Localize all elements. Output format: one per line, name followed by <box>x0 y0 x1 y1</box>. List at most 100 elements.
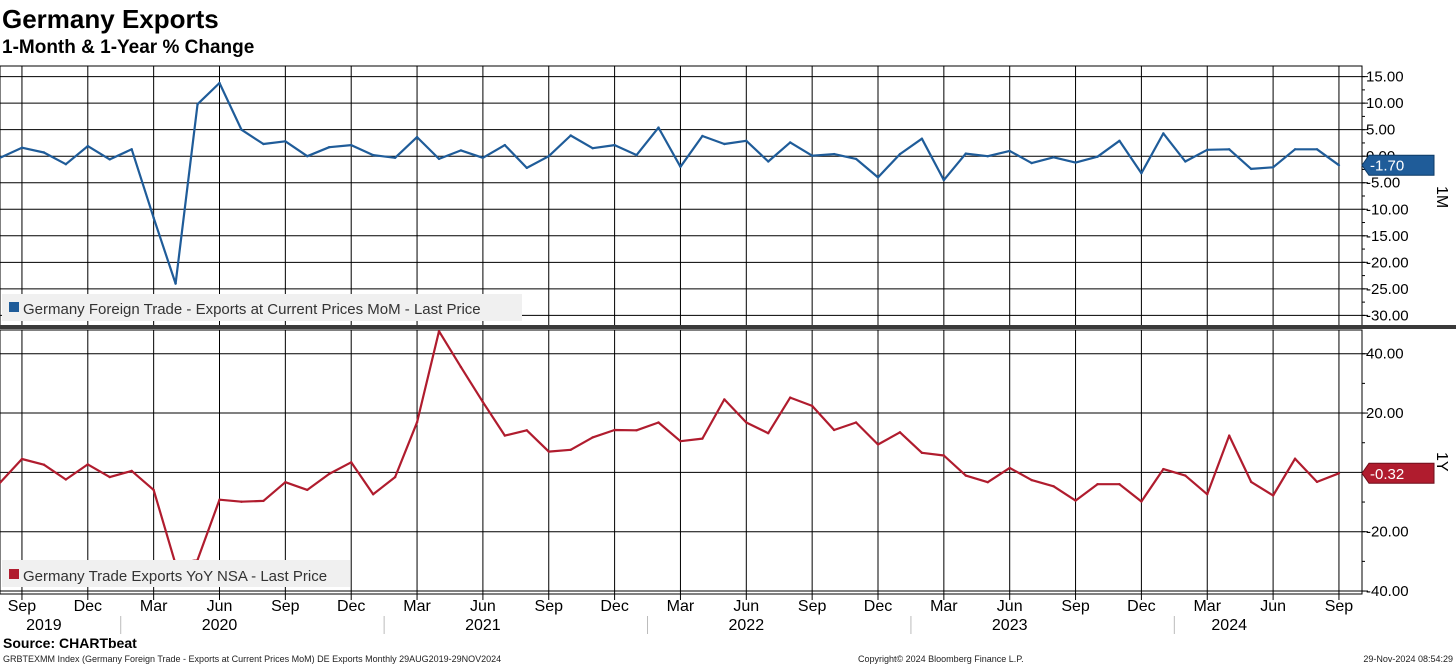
x-year-labels: 2019 2020 2021 2022 2023 2024 <box>26 617 1247 634</box>
data-point-1m <box>1074 161 1077 164</box>
panel-label-1y: 1Y <box>1433 452 1450 472</box>
data-point-1y <box>1096 483 1099 486</box>
data-point-1y <box>262 499 265 503</box>
index-info-text: GRBTEXMM Index (Germany Foreign Trade - … <box>3 654 501 664</box>
data-point-1y <box>371 493 375 496</box>
data-point-1m <box>832 152 836 156</box>
data-point-1y <box>415 421 419 424</box>
data-point-1y <box>723 398 726 401</box>
x-month-label: Sep <box>271 598 300 615</box>
data-point-1y <box>1184 474 1187 477</box>
data-point-1y <box>108 475 111 479</box>
data-point-1y <box>1293 457 1297 460</box>
x-year-label: 2021 <box>465 617 501 634</box>
data-point-1m <box>20 146 24 149</box>
data-point-1m <box>218 81 221 85</box>
data-point-1y <box>767 432 770 435</box>
series-line-1y <box>0 330 1340 566</box>
x-month-label: Jun <box>1260 598 1286 615</box>
data-point-1y <box>0 481 2 484</box>
data-point-1m <box>130 148 133 151</box>
data-point-1m <box>1293 148 1297 151</box>
data-point-1m <box>613 143 616 147</box>
y-tick-label: 10.00 <box>1366 95 1404 112</box>
data-point-1m <box>1315 148 1319 151</box>
bottom-vertical-gridlines <box>21 330 1340 594</box>
x-year-label: 2020 <box>202 617 238 634</box>
panel-divider <box>0 325 1456 329</box>
data-point-1y <box>240 500 243 503</box>
data-point-1m <box>503 143 507 147</box>
chart-title: Germany Exports <box>2 4 219 34</box>
copyright-text: Copyright© 2024 Bloomberg Finance L.P. <box>858 654 1024 664</box>
data-point-1y <box>986 481 989 484</box>
data-point-1m <box>481 156 485 159</box>
x-month-label: Sep <box>535 598 564 615</box>
x-month-label: Dec <box>74 598 102 615</box>
x-month-label: Sep <box>8 598 37 615</box>
y-tick-label: -25.00 <box>1366 281 1409 298</box>
data-point-1y <box>789 396 792 399</box>
data-point-1y <box>701 437 704 440</box>
last-value-tag-1m: -1.70 <box>1361 154 1435 176</box>
data-point-1m <box>350 143 353 147</box>
data-point-1m <box>328 146 331 149</box>
data-point-1m <box>1140 172 1143 175</box>
data-point-1y <box>42 463 46 466</box>
top-horizontal-gridlines <box>0 76 1362 316</box>
top-panel-frame <box>0 65 1363 327</box>
y-tick-label: 5.00 <box>1366 122 1395 139</box>
panel-1m: 15.0010.005.000.00-5.00-10.00-15.00-20.0… <box>0 65 1450 327</box>
x-axis: Sep Dec Mar Jun Sep Dec Mar Jun Sep Dec Mar Jun Sep D… <box>8 594 1353 634</box>
data-point-1m <box>1337 164 1341 167</box>
data-point-1m <box>284 140 287 143</box>
x-month-label: Dec <box>1127 598 1155 615</box>
data-point-1m <box>547 155 550 158</box>
data-point-1m <box>635 153 638 157</box>
y-tick-label: -5.00 <box>1366 175 1400 192</box>
data-point-1y <box>657 421 660 424</box>
data-point-1y <box>1228 434 1231 437</box>
y-tick-label: -20.00 <box>1366 524 1409 541</box>
legend-box-1y <box>2 560 350 587</box>
data-point-1y <box>591 436 594 439</box>
data-point-1m <box>810 154 814 157</box>
data-point-1m <box>745 139 748 142</box>
y-tick-label: 20.00 <box>1366 405 1404 422</box>
data-point-1y <box>1162 467 1165 471</box>
data-point-1m <box>415 135 419 139</box>
data-point-1m <box>767 160 770 163</box>
x-month-labels: Sep Dec Mar Jun Sep Dec Mar Jun Sep Dec Mar Jun Sep D… <box>8 594 1353 615</box>
data-point-1y <box>898 431 902 434</box>
data-point-1y <box>218 498 221 501</box>
data-point-1y <box>1249 480 1253 484</box>
data-point-1y <box>393 475 397 479</box>
bottom-horizontal-gridlines <box>0 353 1362 592</box>
data-point-1y <box>1337 472 1341 475</box>
data-point-1m <box>569 134 572 137</box>
last-value-tag-1y: -0.32 <box>1361 462 1435 484</box>
data-point-1m <box>152 216 155 219</box>
data-point-1y <box>1271 494 1275 497</box>
data-point-1y <box>284 481 287 484</box>
top-y-axis: 15.0010.005.000.00-5.00-10.00-15.00-20.0… <box>1362 69 1409 324</box>
data-point-1m <box>196 103 199 106</box>
y-tick-label: -20.00 <box>1366 254 1409 271</box>
data-point-1m <box>789 141 792 144</box>
data-point-1y <box>459 365 463 369</box>
x-month-label: Jun <box>997 598 1023 615</box>
data-point-1m <box>854 157 858 161</box>
data-point-1m <box>262 142 265 146</box>
panel-label-1m: 1M <box>1433 186 1450 208</box>
x-month-label: Sep <box>1061 598 1090 615</box>
data-point-1y <box>547 450 550 453</box>
legend-swatch-1m <box>9 302 19 312</box>
data-point-1m <box>86 144 90 148</box>
legend-box-1m <box>2 294 522 321</box>
data-point-1y <box>745 421 748 424</box>
x-month-label: Dec <box>864 598 892 615</box>
y-tick-label: -10.00 <box>1366 201 1409 218</box>
x-month-label: Sep <box>798 598 827 615</box>
data-point-1y <box>635 429 638 432</box>
